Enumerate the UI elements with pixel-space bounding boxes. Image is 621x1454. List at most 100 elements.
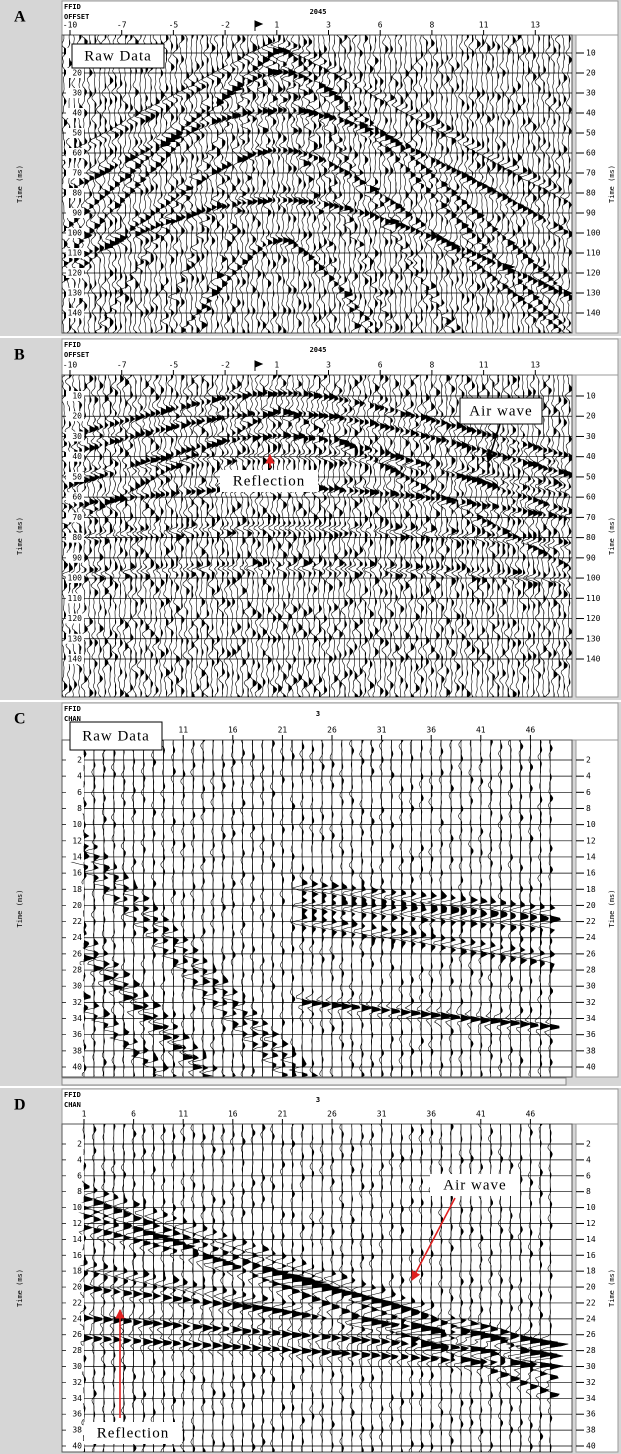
- panel-label: D: [14, 1097, 26, 1114]
- y-tick-label-right: 10: [586, 392, 596, 401]
- y-tick-label-left: 28: [72, 966, 82, 975]
- y-tick-label-left: 120: [68, 614, 83, 623]
- x-tick-label: -10: [63, 21, 78, 30]
- x-tick-label: 1: [82, 1110, 87, 1119]
- x-tick-label: 11: [178, 726, 188, 735]
- scroll-bar: [62, 1078, 566, 1085]
- y-tick-label-right: 70: [586, 169, 596, 178]
- gather-number: 3: [316, 710, 320, 718]
- y-tick-label-right: 80: [586, 189, 596, 198]
- y-tick-label-left: 24: [72, 1314, 82, 1323]
- annotation-text: Reflection: [97, 1425, 169, 1441]
- x-tick-label: 36: [426, 726, 436, 735]
- y-tick-label-left: 34: [72, 1014, 82, 1023]
- y-tick-label-right: 40: [586, 109, 596, 118]
- y-tick-label-left: 28: [72, 1346, 82, 1355]
- x-tick-label: -5: [169, 21, 179, 30]
- y-tick-label-left: 70: [72, 169, 82, 178]
- x-tick-label: 26: [327, 726, 337, 735]
- y-tick-label-left: 90: [72, 553, 82, 562]
- y-tick-label-left: 60: [72, 493, 82, 502]
- x-tick-label: 1: [274, 361, 279, 370]
- panel: BTime (ms)Time (ms)FFIDOFFSET20451010202…: [0, 338, 621, 700]
- y-tick-label-left: 30: [72, 1362, 82, 1371]
- y-tick-label-left: 6: [77, 1171, 82, 1180]
- y-tick-label-right: 50: [586, 129, 596, 138]
- y-tick-label-left: 12: [72, 836, 82, 845]
- y-tick-label-left: 30: [72, 982, 82, 991]
- x-tick-label: 46: [526, 726, 536, 735]
- y-tick-label-left: 80: [72, 533, 82, 542]
- x-tick-label: 11: [479, 21, 489, 30]
- y-tick-label-right: 38: [586, 1426, 596, 1435]
- y-tick-label-left: 8: [77, 1187, 82, 1196]
- x-tick-label: -2: [220, 21, 230, 30]
- y-tick-label-right: 36: [586, 1410, 596, 1419]
- plot-area: [62, 1124, 572, 1452]
- x-tick-label: 6: [131, 1110, 136, 1119]
- x-tick-label: 11: [479, 361, 489, 370]
- y-tick-label-left: 120: [68, 269, 83, 278]
- x-tick-label: 3: [326, 361, 331, 370]
- x-tick-label: 16: [228, 726, 238, 735]
- y-tick-label-right: 28: [586, 1346, 596, 1355]
- y-tick-label-right: 130: [586, 289, 601, 298]
- y-tick-label-right: 40: [586, 452, 596, 461]
- gather-number: 2045: [310, 346, 327, 354]
- x-tick-label: 13: [530, 361, 540, 370]
- y-tick-label-right: 140: [586, 309, 601, 318]
- y-tick-label-left: 80: [72, 189, 82, 198]
- y-tick-label-left: 60: [72, 149, 82, 158]
- y-tick-label-right: 34: [586, 1014, 596, 1023]
- y-tick-label-right: 110: [586, 249, 601, 258]
- y-tick-label-right: 16: [586, 1251, 596, 1260]
- ffid-label: FFID: [64, 705, 81, 713]
- x-tick-label: 46: [526, 1110, 536, 1119]
- y-tick-label-left: 20: [72, 1283, 82, 1292]
- y-tick-label-right: 30: [586, 89, 596, 98]
- page: ATime (ms)Time (ms)FFIDOFFSET20451010202…: [0, 0, 621, 1454]
- x-tick-label: 3: [326, 21, 331, 30]
- y-tick-label-right: 2: [586, 756, 591, 765]
- y-tick-label-right: 10: [586, 1203, 596, 1212]
- panel-label: A: [14, 9, 26, 26]
- y-tick-label-right: 120: [586, 269, 601, 278]
- y-tick-label-left: 24: [72, 933, 82, 942]
- x-tick-label: 21: [278, 1110, 288, 1119]
- x-tick-label: 11: [178, 1110, 188, 1119]
- annotation-text: Air wave: [443, 1177, 506, 1193]
- y-tick-label-left: 38: [72, 1046, 82, 1055]
- y-tick-label-left: 20: [72, 69, 82, 78]
- y-tick-label-left: 30: [72, 432, 82, 441]
- x-tick-label: 41: [476, 726, 486, 735]
- x-tick-label: -7: [117, 21, 127, 30]
- gather-number: 2045: [310, 8, 327, 16]
- x-tick-label: 8: [429, 21, 434, 30]
- y-tick-label-right: 20: [586, 69, 596, 78]
- y-axis-label: Time (ms): [16, 517, 24, 555]
- y-tick-label-left: 40: [72, 452, 82, 461]
- y-tick-label-left: 50: [72, 472, 82, 481]
- y-tick-label-left: 40: [72, 1063, 82, 1072]
- y-tick-label-right: 14: [586, 852, 596, 861]
- panel: DTime (ms)Time (ms)FFIDCHAN3224466881010…: [0, 1088, 621, 1454]
- y-tick-label-left: 16: [72, 1251, 82, 1260]
- y-tick-label-right: 18: [586, 1267, 596, 1276]
- y-tick-label-right: 26: [586, 1330, 596, 1339]
- y-tick-label-right: 120: [586, 614, 601, 623]
- x-tick-label: 36: [426, 1110, 436, 1119]
- y-tick-label-left: 32: [72, 1378, 82, 1387]
- y-tick-label-left: 18: [72, 885, 82, 894]
- y-tick-label-left: 26: [72, 949, 82, 958]
- y-tick-label-right: 10: [586, 49, 596, 58]
- y-tick-label-right: 90: [586, 553, 596, 562]
- y-tick-label-left: 110: [68, 249, 83, 258]
- y-tick-label-right: 80: [586, 533, 596, 542]
- y-tick-label-right: 24: [586, 933, 596, 942]
- y-tick-label-left: 36: [72, 1410, 82, 1419]
- x-tick-label: 31: [377, 1110, 387, 1119]
- y-tick-label-right: 22: [586, 917, 596, 926]
- y-tick-label-right: 2: [586, 1140, 591, 1149]
- panel-label: C: [14, 711, 26, 728]
- y-tick-label-right: 12: [586, 1219, 596, 1228]
